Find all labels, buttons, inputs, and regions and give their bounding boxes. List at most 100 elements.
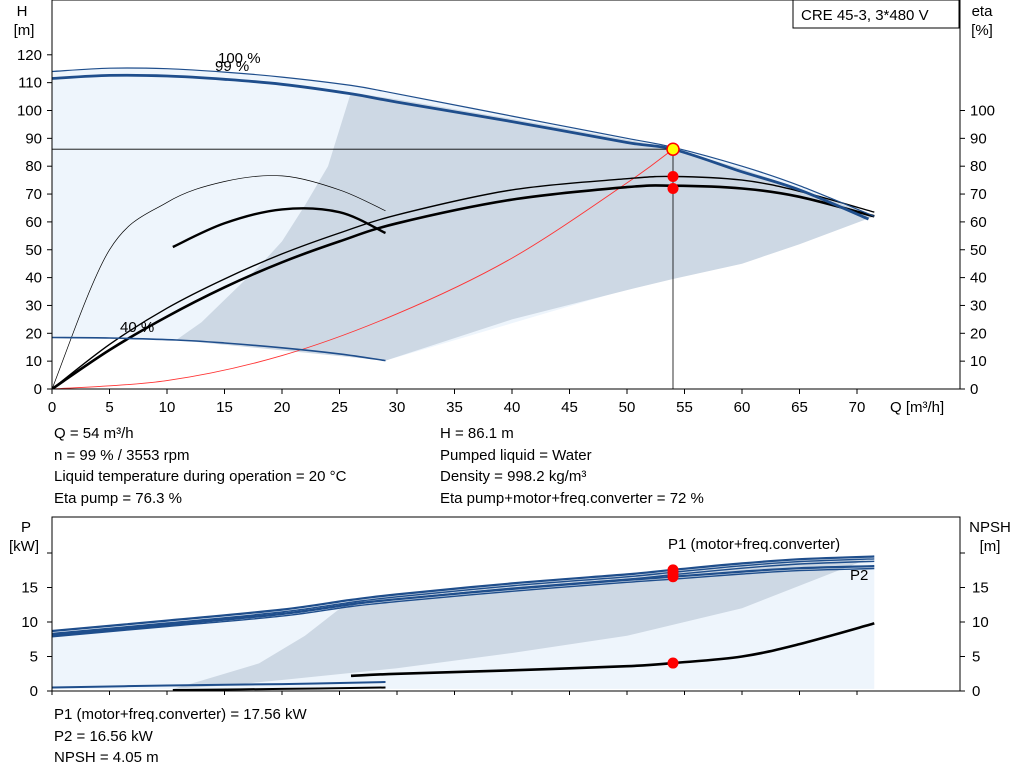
info-liquid-temperature: Liquid temperature during operation = 20… [54,468,347,485]
y2-axis-unit: [%] [971,22,993,39]
power-range-gray [172,556,875,689]
p1-curve-label: P1 (motor+freq.converter) [668,536,840,553]
y-tick-label: 20 [25,325,42,342]
y-tick-label: 110 [18,75,42,92]
y-tick-label: 120 [17,47,42,64]
p-tick-label: 10 [21,614,38,631]
y2-tick-label: 60 [970,214,987,231]
title-box [792,0,960,29]
info-density: Density = 998.2 kg/m³ [440,468,587,485]
y-tick-label: 80 [25,158,42,175]
y2-tick-label: 70 [970,186,987,203]
speed-label-40: 40 % [120,319,154,336]
y-tick-label: 40 [25,270,42,287]
eta-curve-40-thin [52,175,386,389]
x-tick-label: 40 [504,399,521,416]
eta-total-point [667,182,679,194]
y2-tick-label: 50 [970,242,987,259]
y2-tick-label: 90 [970,130,987,147]
eta-pump-curve [52,175,875,389]
eta-total-curve [52,184,875,389]
x-axis-label: Q [m³/h] [890,399,944,416]
p-tick-label: 5 [30,649,38,666]
y-axis-label: H [17,3,28,20]
x-tick-label: 45 [561,399,578,416]
npsh-point [667,657,679,669]
y-tick-label: 60 [25,214,42,231]
x-tick-label: 50 [619,399,636,416]
head-plot-area [52,67,875,389]
x-tick-label: 65 [791,399,808,416]
p2-curve-label: P2 [850,567,868,584]
p-axis-label: P [21,519,31,536]
info-pumped-liquid: Pumped liquid = Water [440,446,592,464]
x-tick-label: 15 [216,399,233,416]
p-tick-label: 15 [21,580,38,597]
npsh-tick-label: 0 [972,683,980,700]
x-tick-label: 60 [734,399,751,416]
y2-tick-label: 80 [970,158,987,175]
eta-pump-point [667,171,679,183]
head-curve-100 [52,67,875,217]
info-top-left: Q = 54 m³/h n = 99 % / 3553 rpm Liquid t… [54,423,346,509]
info-flow: Q = 54 m³/h [54,425,134,442]
y2-tick-label: 30 [970,297,987,314]
power-plot-area [52,555,875,691]
info-eta-total: Eta pump+motor+freq.converter = 72 % [440,489,704,507]
info-top-right: H = 86.1 m Pumped liquid = Water Density… [440,423,704,509]
speed-label-100: 100 % [218,50,261,67]
p-curve-40 [52,681,386,689]
p1-curve-line [52,558,875,635]
npsh-axis-label: NPSH [969,519,1011,536]
x-tick-label: 5 [105,399,113,416]
info-bottom: P1 (motor+freq.converter) = 17.56 kW P2 … [54,704,307,769]
y2-tick-label: 10 [970,353,987,370]
p-tick-label: 0 [30,683,38,700]
x-tick-label: 55 [676,399,693,416]
x-tick-label: 35 [446,399,463,416]
x-tick-label: 25 [331,399,348,416]
npsh-tick-label: 10 [972,614,989,631]
duty-point-marker [666,142,680,156]
y2-tick-label: 0 [970,381,978,398]
info-eta-pump: Eta pump = 76.3 % [54,489,182,507]
info-npsh: NPSH = 4.05 m [54,749,159,766]
npsh-curve-40 [172,686,386,691]
y-tick-label: 100 [17,103,42,120]
x-tick-label: 20 [274,399,291,416]
y-tick-label: 70 [25,186,42,203]
y-tick-label: 90 [25,130,42,147]
y2-tick-label: 40 [970,270,987,287]
npsh-axis-unit: [m] [980,538,1001,555]
npsh-tick-label: 5 [972,649,980,666]
head-curve-40 [52,336,386,362]
y-tick-label: 10 [25,353,42,370]
info-head: H = 86.1 m [440,425,514,442]
system-curve-line [52,148,674,389]
y-tick-label: 0 [34,381,42,398]
p2-curve-line [52,567,875,638]
operating-range-gray [176,92,875,361]
y2-axis-label: eta [972,3,994,20]
x-tick-label: 70 [849,399,866,416]
x-tick-label: 0 [48,399,56,416]
head-curve-99 [52,73,870,221]
info-p2: P2 = 16.56 kW [54,727,153,745]
pump-model-title: CRE 45-3, 3*480 V [801,7,929,24]
npsh-curve [350,622,875,678]
y-axis-unit: [m] [14,22,35,39]
p1-curve-line [52,555,875,633]
y2-tick-label: 100 [970,103,995,120]
y-tick-label: 30 [25,297,42,314]
power-plot-frame [51,516,961,692]
eta-curve-40-thick [172,207,387,249]
y-tick-label: 50 [25,242,42,259]
p-axis-unit: [kW] [9,538,39,555]
speed-label-99: 99 % [215,58,249,75]
npsh-tick-label: 15 [972,580,989,597]
x-tick-label: 30 [389,399,406,416]
p2-curve-line [52,565,875,636]
info-speed: n = 99 % / 3553 rpm [54,446,190,464]
y2-tick-label: 20 [970,325,987,342]
